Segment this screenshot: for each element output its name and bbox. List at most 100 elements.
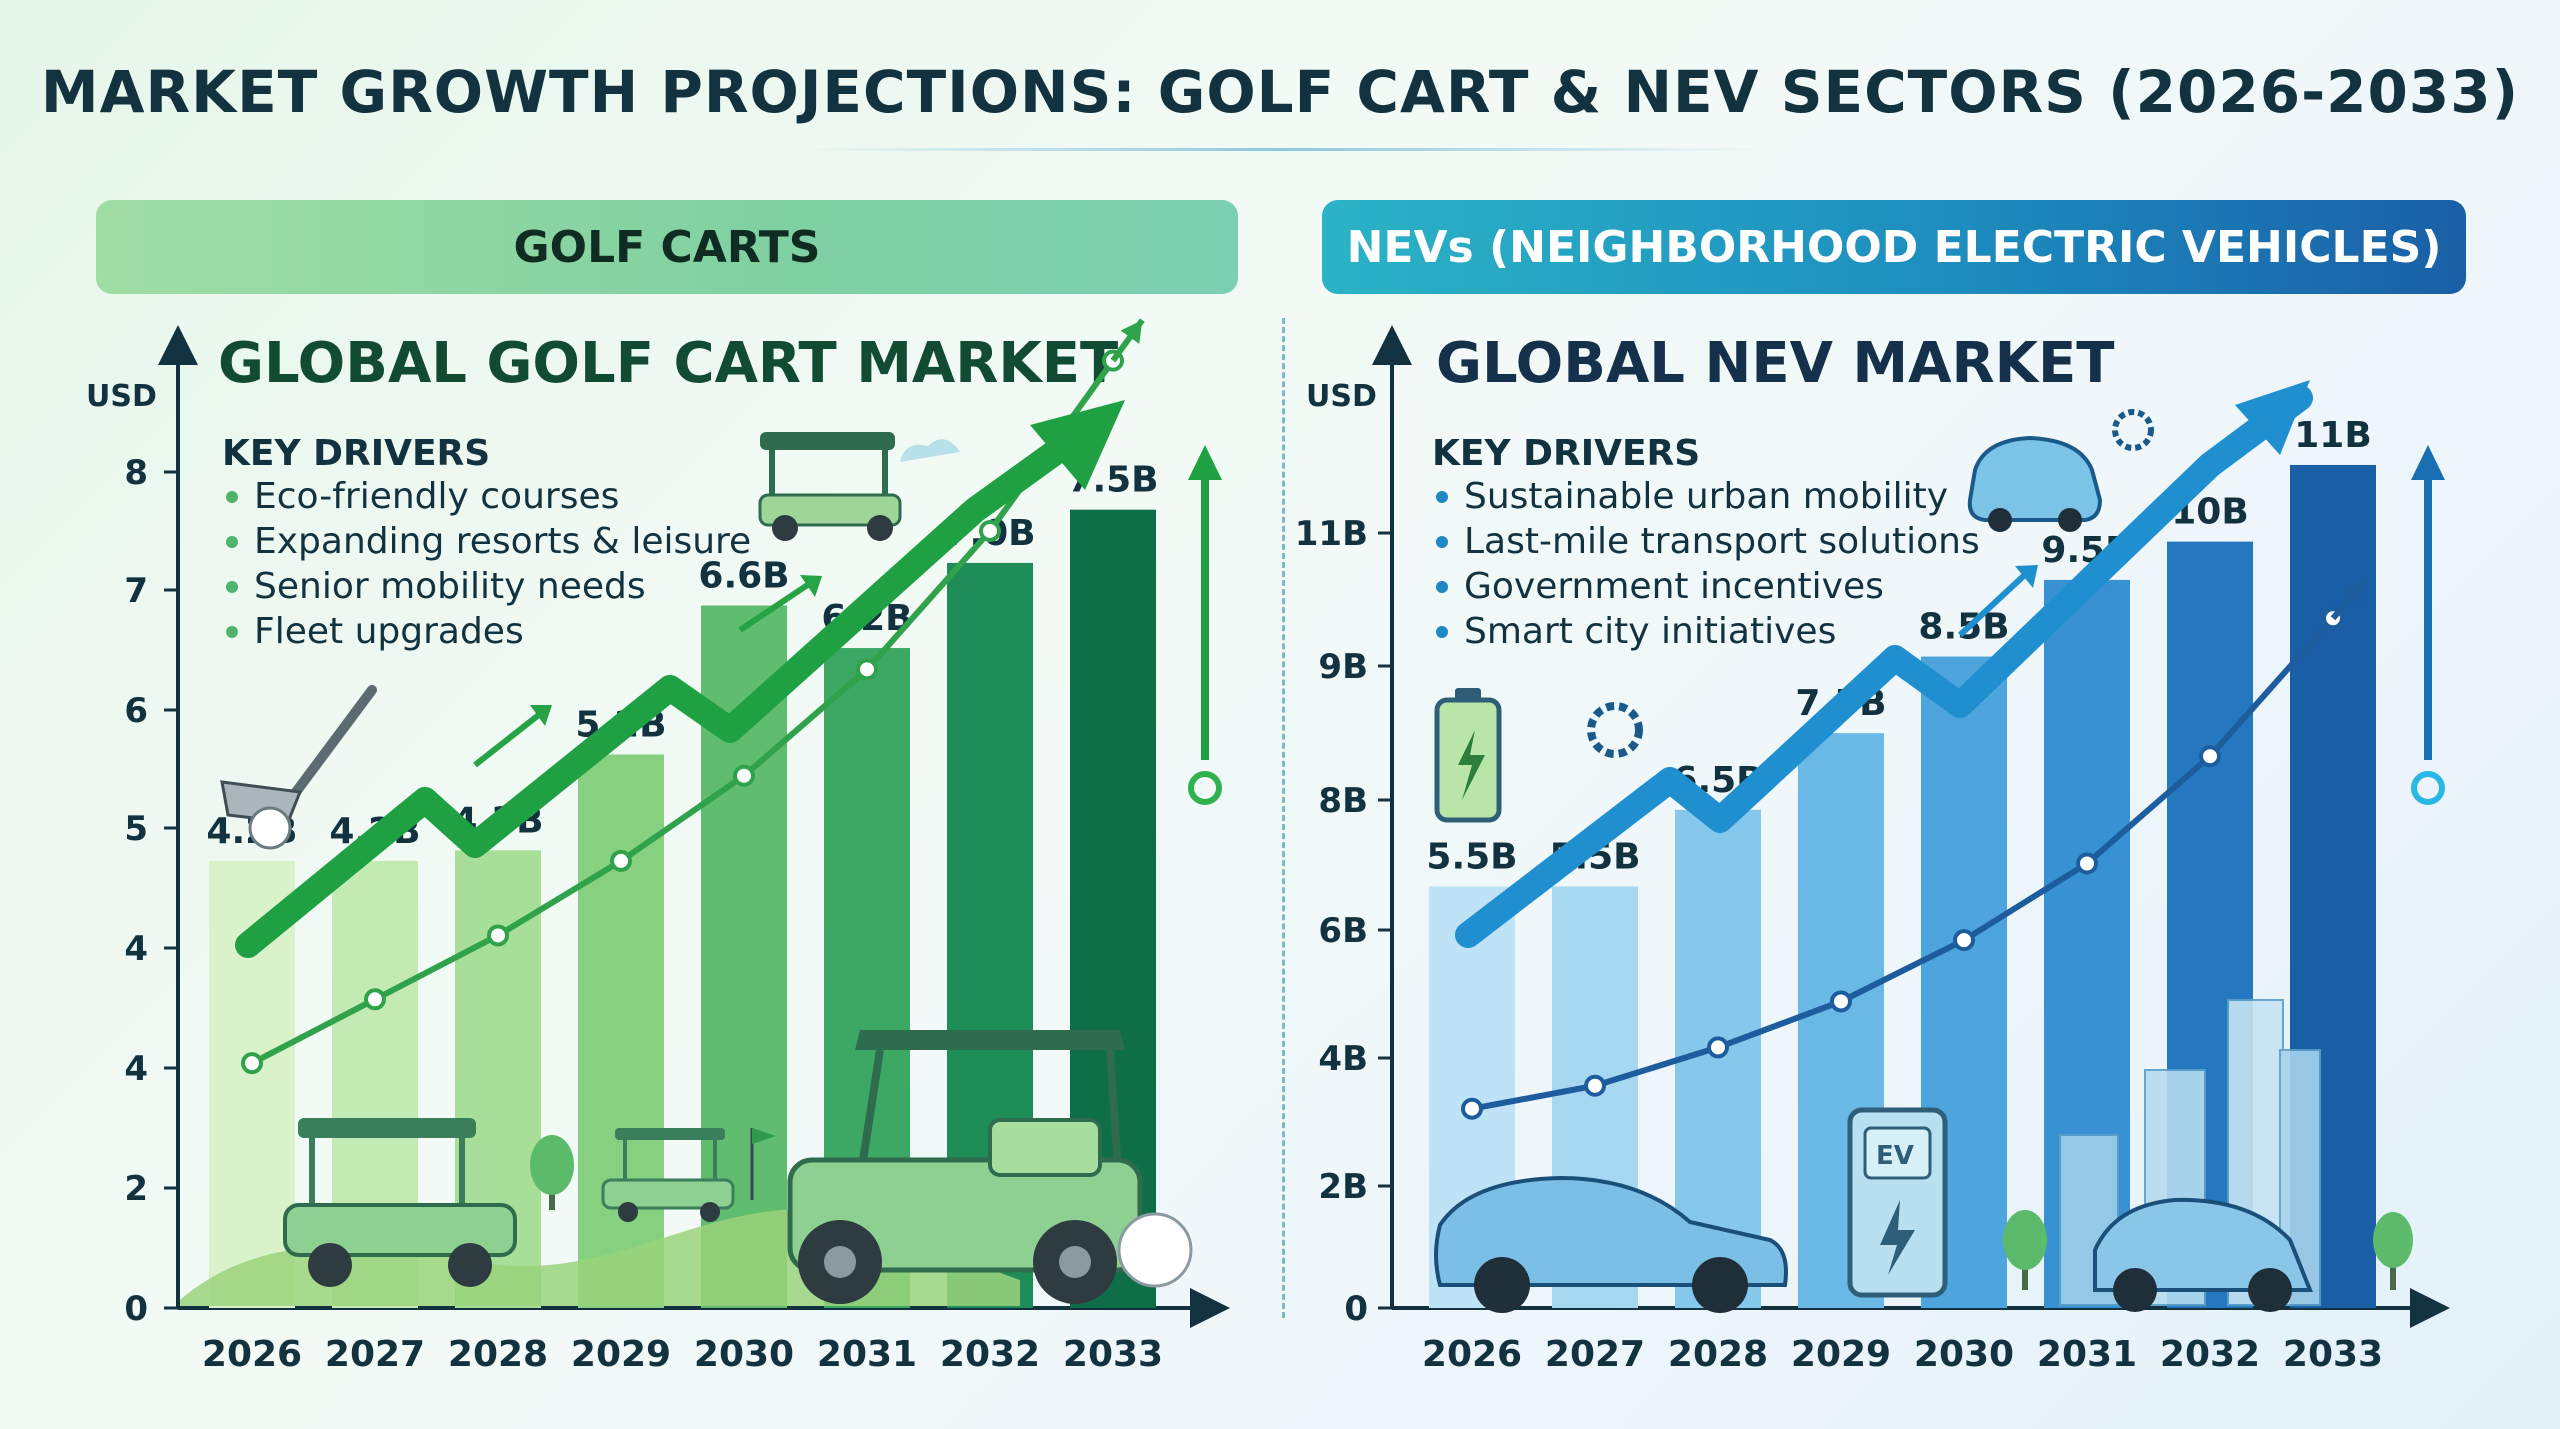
gear-icon	[1587, 702, 1643, 758]
golf-growth-arrow	[235, 407, 1113, 958]
nev-y-axis-label: USD	[1306, 379, 1377, 414]
tree-icon	[2373, 1212, 2413, 1290]
nev-drivers-heading: KEY DRIVERS	[1432, 433, 1700, 474]
x-tick-label: 2026	[202, 1334, 302, 1375]
golf-cart-icon	[787, 1030, 1143, 1304]
nev-growth-arrowhead	[2235, 380, 2310, 455]
growth-arrow-icon-head	[800, 575, 822, 597]
driver-item: Sustainable urban mobility	[1464, 476, 1948, 517]
nev-chart-title: GLOBAL NEV MARKET	[1436, 331, 2114, 396]
y-tick-label: 4B	[1318, 1039, 1368, 1079]
growth-arrow-icon	[1957, 567, 2033, 638]
driver-bullet	[226, 581, 238, 593]
trend-line-path	[250, 358, 1116, 1066]
growth-arrow-icon-head	[2015, 565, 2038, 588]
golf-drivers-heading: KEY DRIVERS	[222, 433, 490, 474]
y-tick-label: 5	[124, 809, 148, 849]
tree-icon	[2003, 1210, 2047, 1290]
driver-bullet	[1436, 536, 1448, 548]
y-tick-label: 11B	[1295, 514, 1368, 554]
x-tick-label: 2028	[1668, 1334, 1768, 1375]
trend-point	[364, 988, 386, 1011]
y-tick-label: 9B	[1318, 647, 1368, 687]
y-tick-label: 6B	[1318, 911, 1368, 951]
golf-vertical-arrowhead	[1188, 445, 1222, 480]
golf-cart-icon	[283, 1118, 517, 1287]
x-tick-label: 2030	[694, 1334, 794, 1375]
electric-car-icon	[1434, 1175, 1788, 1313]
ev-label: EV	[1876, 1141, 1914, 1171]
x-tick-label: 2030	[1914, 1334, 2014, 1375]
golf-trend-line	[241, 318, 1145, 1075]
driver-item: Smart city initiatives	[1464, 611, 1836, 652]
golf-growth-arrowhead	[1030, 400, 1125, 490]
x-tick-label: 2026	[1422, 1334, 1522, 1375]
panel-divider	[1282, 318, 1285, 1318]
trend-arrowhead	[2343, 580, 2367, 605]
golf-y-axis-label: USD	[86, 379, 157, 414]
driver-bullet	[1436, 626, 1448, 638]
driver-bullet	[226, 536, 238, 548]
trend-point	[1461, 1097, 1483, 1120]
battery-charging-icon	[1434, 688, 1502, 823]
trend-line-path	[1471, 616, 2336, 1112]
golf-cart-icon	[758, 432, 902, 541]
trend-point	[856, 658, 878, 681]
driver-item: Government incentives	[1464, 566, 1884, 607]
x-tick-label: 2029	[571, 1334, 671, 1375]
nev-y-ticks: 0 2B 4B 6B 8B 9B 11B	[1295, 514, 1392, 1329]
page-title: MARKET GROWTH PROJECTIONS: GOLF CART & N…	[40, 58, 2520, 126]
y-tick-label: 2	[124, 1169, 148, 1209]
nev-bars	[1429, 464, 2376, 1309]
x-tick-label: 2028	[448, 1334, 548, 1375]
driver-item: Last-mile transport solutions	[1464, 521, 1980, 562]
gear-icon	[2112, 409, 2154, 451]
y-tick-label: 0	[124, 1289, 148, 1329]
driver-bullet	[1436, 491, 1448, 503]
nev-growth-arrow	[1455, 385, 2313, 948]
y-tick-label: 4	[124, 929, 148, 969]
title-underline	[800, 148, 1760, 151]
nev-vertical-arrowhead	[2411, 445, 2445, 480]
y-tick-label: 4	[124, 1049, 148, 1089]
bar-value-label: 11B	[2294, 415, 2372, 456]
y-tick-label: 8B	[1318, 781, 1368, 821]
trend-point	[733, 764, 755, 787]
trend-point	[1953, 929, 1975, 952]
ev-charger-icon: EV	[1847, 1107, 1948, 1298]
driver-bullet	[1436, 581, 1448, 593]
driver-item: Expanding resorts & leisure	[254, 521, 751, 562]
trend-point	[1584, 1074, 1606, 1097]
x-tick-label: 2033	[2283, 1334, 2383, 1375]
nev-glow-dot	[2411, 771, 2445, 805]
trend-point	[1830, 990, 1852, 1013]
x-tick-label: 2031	[2037, 1334, 2137, 1375]
golf-ball-icon	[1117, 1212, 1193, 1288]
bar-value-label: 5.5B	[1426, 836, 1517, 877]
growth-arrow-icon-head	[530, 705, 552, 726]
driver-item: Eco-friendly courses	[254, 476, 619, 517]
nev-chart: GLOBAL NEV MARKET USD KEY DRIVERS Sustai…	[1295, 325, 2450, 1375]
golf-chart: GLOBAL GOLF CART MARKET USD KEY DRIVERS …	[86, 318, 1230, 1375]
y-tick-label: 2B	[1318, 1167, 1368, 1207]
trend-point	[610, 849, 632, 872]
y-tick-label: 8	[124, 453, 148, 493]
golf-carts-banner: GOLF CARTS	[96, 200, 1238, 294]
golf-y-ticks: 0 2 4 4 5 6 7 8	[124, 453, 178, 1329]
trend-arrowhead	[1120, 320, 1143, 344]
bar-value-label: 6.6B	[698, 555, 789, 596]
y-tick-label: 7	[124, 571, 148, 611]
driver-item: Fleet upgrades	[254, 611, 524, 652]
trend-point	[241, 1052, 263, 1075]
nev-trend-line	[1461, 578, 2369, 1120]
y-tick-label: 0	[1344, 1289, 1368, 1329]
electric-car-icon	[2093, 1197, 2313, 1312]
x-tick-label: 2031	[817, 1334, 917, 1375]
x-tick-label: 2029	[1791, 1334, 1891, 1375]
bar-value-label: 8.5B	[1918, 607, 2009, 648]
golf-cart-icon	[601, 1128, 735, 1222]
cloud-icon	[900, 439, 960, 462]
